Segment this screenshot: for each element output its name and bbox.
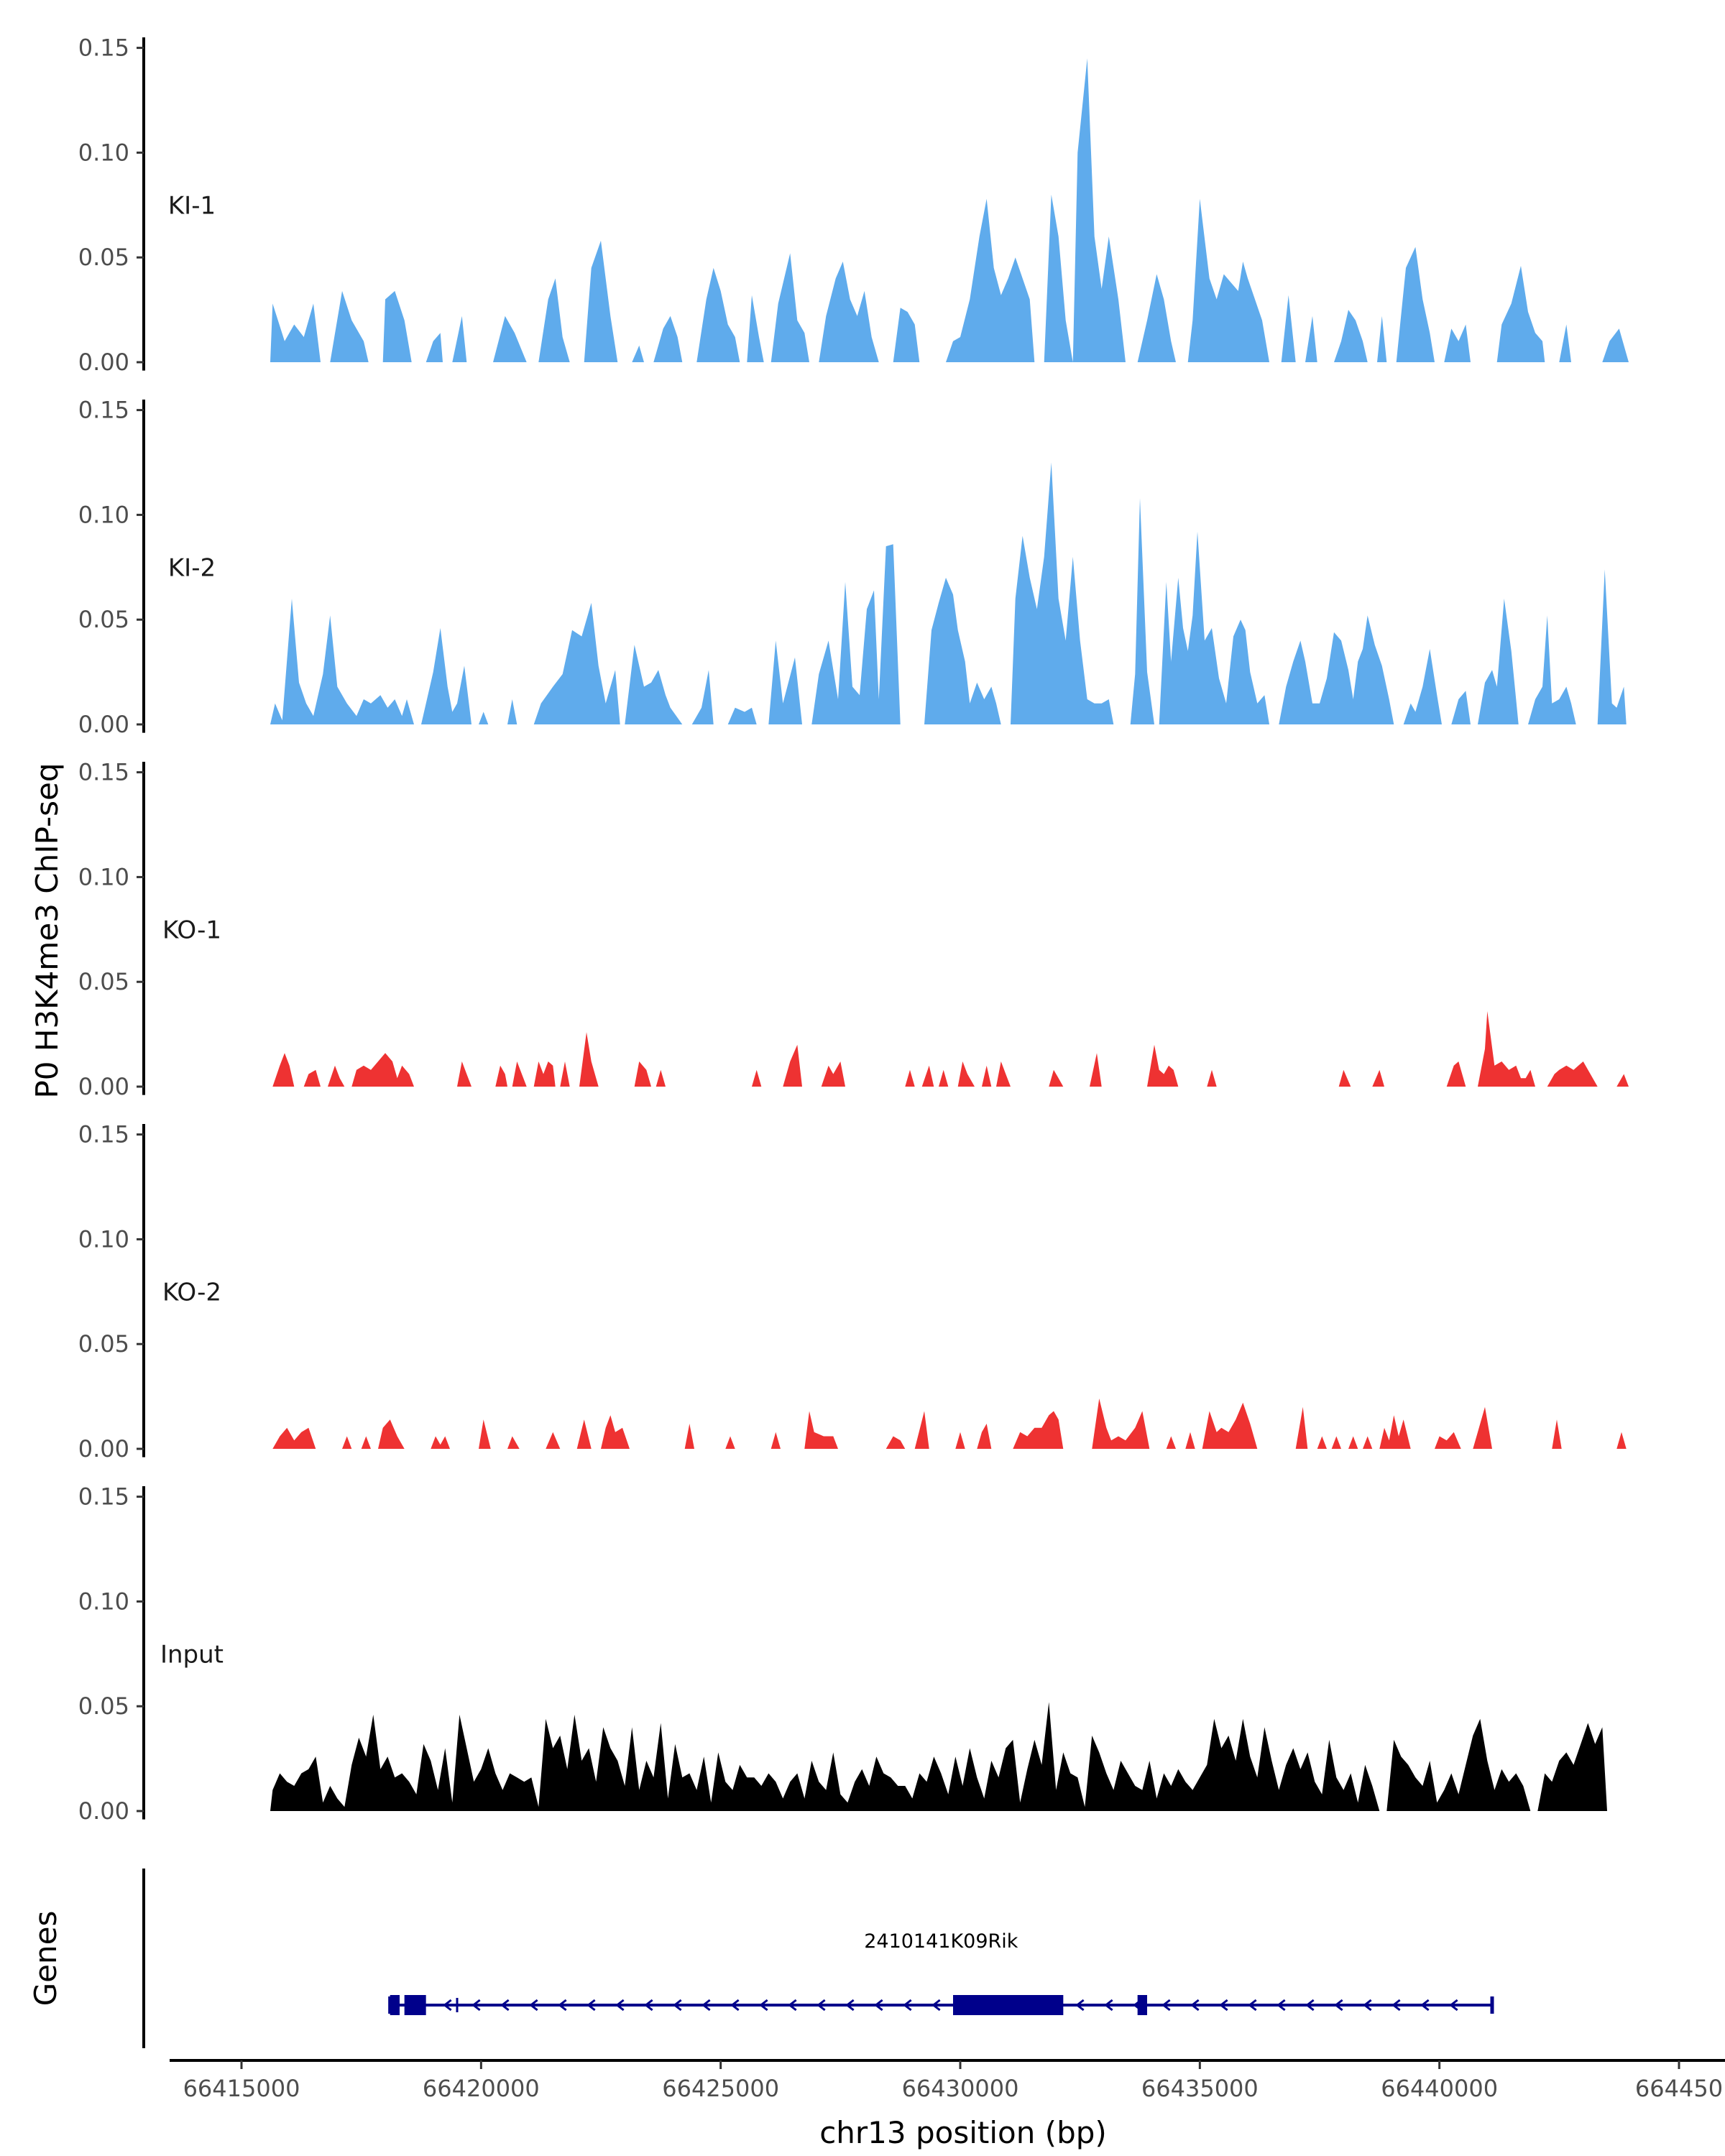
strand-chevron: [759, 1999, 768, 2012]
strand-chevron: [702, 1999, 711, 2012]
strand-chevron: [903, 1999, 912, 2012]
y-tick-label: 0.05: [78, 244, 129, 271]
y-tick-label: 0.00: [78, 1073, 129, 1100]
strand-chevron: [586, 1999, 596, 2012]
gene-track: Genes 2410141K09Rik: [28, 1869, 1494, 2048]
gene-exon: [404, 1995, 426, 2015]
strand-chevron: [1075, 1999, 1085, 2012]
y-tick-label: 0.15: [78, 1121, 129, 1148]
genes-label: Genes: [28, 1911, 63, 2007]
strand-chevron: [1276, 1999, 1286, 2012]
y-tick-label: 0.10: [78, 139, 129, 166]
track-ki-2: 0.00 0.05 0.10 0.15 KI-2: [78, 397, 1627, 738]
y-tick-label: 0.10: [78, 501, 129, 528]
strand-chevron: [644, 1999, 653, 2012]
gene-exon: [390, 1995, 400, 2015]
track-ki-1: 0.00 0.05 0.10 0.15 KI-1: [78, 34, 1629, 376]
track-input: 0.00 0.05 0.10 0.15 Input: [78, 1483, 1607, 1825]
coverage-area: [270, 462, 1627, 724]
y-tick-label: 0.10: [78, 863, 129, 890]
gene-exon: [1137, 1995, 1147, 2015]
track-label: Input: [160, 1640, 224, 1669]
strand-chevron: [1420, 1999, 1430, 2012]
strand-chevron: [558, 1999, 567, 2012]
y-tick-label: 0.00: [78, 711, 129, 738]
y-tick-label: 0.15: [78, 34, 129, 62]
y-tick-label: 0.05: [78, 1330, 129, 1358]
y-tick-label: 0.00: [78, 349, 129, 376]
strand-chevron: [1392, 1999, 1401, 2012]
strand-chevron: [500, 1999, 510, 2012]
track-label: KO-1: [162, 916, 221, 944]
strand-chevron: [529, 1999, 538, 2012]
coverage-area: [272, 1011, 1629, 1087]
strand-chevron: [730, 1999, 740, 2012]
y-tick-label: 0.00: [78, 1435, 129, 1462]
chipseq-tracks: 0.00 0.05 0.10 0.15 KI-1 0.00 0.05 0.10 0.15 KI-2…: [78, 34, 1629, 1825]
strand-chevron: [1190, 1999, 1200, 2012]
y-tick-label: 0.15: [78, 1483, 129, 1511]
x-tick-label: 66425000: [662, 2075, 779, 2102]
strand-chevron: [673, 1999, 682, 2012]
strand-chevron: [1334, 1999, 1343, 2012]
track-label: KI-2: [168, 553, 216, 582]
y-tick-label: 0.15: [78, 759, 129, 786]
strand-chevron: [1305, 1999, 1315, 2012]
strand-chevron: [816, 1999, 826, 2012]
strand-chevron: [874, 1999, 883, 2012]
strand-chevron: [1248, 1999, 1257, 2012]
strand-chevron: [472, 1999, 481, 2012]
y-tick-label: 0.05: [78, 1692, 129, 1720]
strand-chevron: [1449, 1999, 1458, 2012]
y-tick-label: 0.05: [78, 606, 129, 633]
x-tick-label: 664450: [1635, 2075, 1723, 2102]
x-axis: 66415000 66420000 66425000 66430000 66435000…: [170, 2059, 1725, 2102]
x-tick-label: 66440000: [1381, 2075, 1498, 2102]
strand-chevron: [932, 1999, 941, 2012]
strand-chevron: [1219, 1999, 1228, 2012]
y-tick-label: 0.15: [78, 397, 129, 424]
strand-chevron: [1104, 1999, 1113, 2012]
y-tick-label: 0.10: [78, 1588, 129, 1615]
track-label: KI-1: [168, 191, 216, 220]
coverage-area: [270, 58, 1629, 362]
track-label: KO-2: [162, 1278, 221, 1307]
x-tick-label: 66415000: [183, 2075, 300, 2102]
strand-chevron: [443, 1999, 452, 2012]
x-tick-label: 66435000: [1141, 2075, 1259, 2102]
coverage-area: [272, 1399, 1627, 1449]
x-tick-label: 66430000: [902, 2075, 1019, 2102]
strand-chevron: [615, 1999, 625, 2012]
strand-chevron: [845, 1999, 855, 2012]
x-tick-label: 66420000: [423, 2075, 540, 2102]
gene-name: 2410141K09Rik: [864, 1930, 1018, 1953]
y-tick-label: 0.00: [78, 1797, 129, 1825]
coverage-area: [270, 1702, 1607, 1811]
strand-chevron: [1363, 1999, 1372, 2012]
track-ko-2: 0.00 0.05 0.10 0.15 KO-2: [78, 1121, 1627, 1462]
y-axis-title: P0 H3K4me3 ChIP-seq: [29, 763, 65, 1098]
x-axis-title: chr13 position (bp): [819, 2115, 1107, 2150]
y-tick-label: 0.10: [78, 1225, 129, 1253]
strand-chevron: [788, 1999, 797, 2012]
track-ko-1: 0.00 0.05 0.10 0.15 KO-1: [78, 759, 1629, 1100]
gene-exon: [953, 1995, 1064, 2015]
strand-chevron: [1162, 1999, 1171, 2012]
y-tick-label: 0.05: [78, 968, 129, 995]
